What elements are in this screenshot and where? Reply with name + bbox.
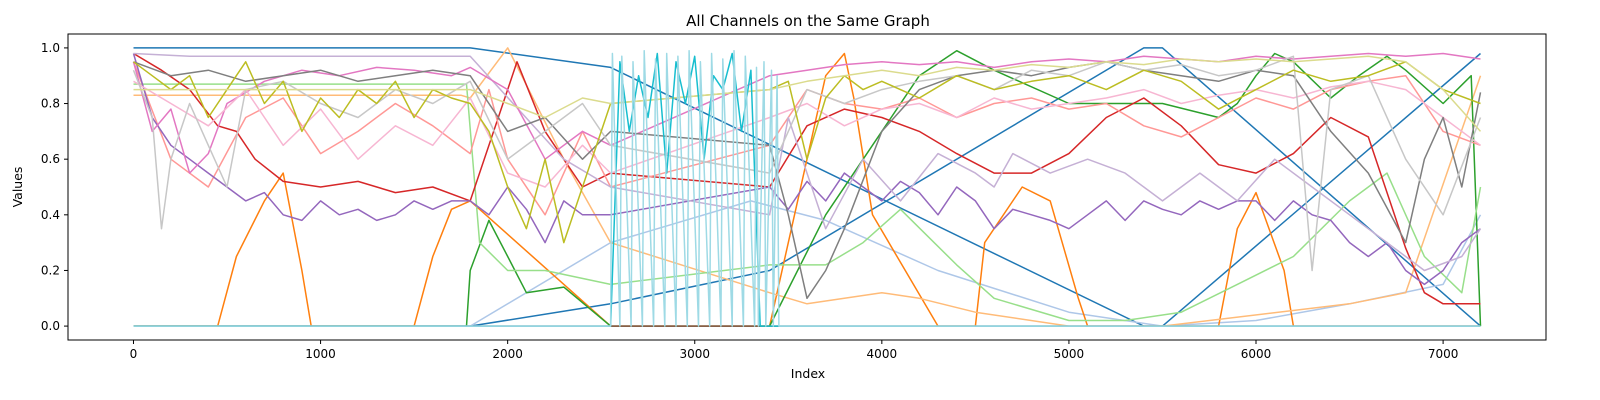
x-axis-ticks: 0 1000 2000 3000 4000 5000 6000 7000 — [130, 340, 1459, 361]
series-line-17 — [133, 55, 1482, 132]
chart-title: All Channels on the Same Graph — [686, 12, 930, 30]
x-tick-label: 5000 — [1054, 347, 1085, 361]
series-line-6 — [133, 83, 1482, 322]
y-tick-label: 1.0 — [41, 41, 60, 55]
series-layer — [132, 47, 1482, 327]
y-axis-label: Values — [10, 167, 25, 208]
series-line-19 — [133, 49, 1481, 327]
y-tick-label: 0.2 — [41, 263, 60, 277]
series-line-12 — [132, 52, 1481, 174]
series-line-15 — [132, 55, 1482, 272]
series-line-9 — [132, 53, 1481, 286]
x-tick-label: 1000 — [305, 347, 336, 361]
series-line-16 — [133, 61, 1481, 244]
x-tick-label: 2000 — [492, 347, 523, 361]
series-line-10 — [133, 52, 1482, 272]
y-tick-label: 0.4 — [41, 208, 60, 222]
y-axis-ticks: 0.0 0.2 0.4 0.6 0.8 1.0 — [41, 41, 68, 333]
x-axis-label: Index — [791, 366, 825, 381]
x-tick-label: 0 — [130, 347, 138, 361]
series-line-13 — [133, 80, 1481, 188]
series-line-4 — [133, 47, 1482, 327]
series-line-14 — [133, 61, 1482, 300]
y-tick-label: 0.8 — [41, 97, 60, 111]
series-line-7 — [133, 52, 1481, 305]
x-tick-label: 7000 — [1428, 347, 1459, 361]
y-tick-label: 0.0 — [41, 319, 60, 333]
plot-frame — [67, 33, 1547, 341]
x-tick-label: 6000 — [1241, 347, 1272, 361]
y-tick-label: 0.6 — [41, 152, 60, 166]
x-tick-label: 4000 — [867, 347, 898, 361]
x-tick-label: 3000 — [679, 347, 710, 361]
series-line-5 — [133, 49, 1482, 327]
